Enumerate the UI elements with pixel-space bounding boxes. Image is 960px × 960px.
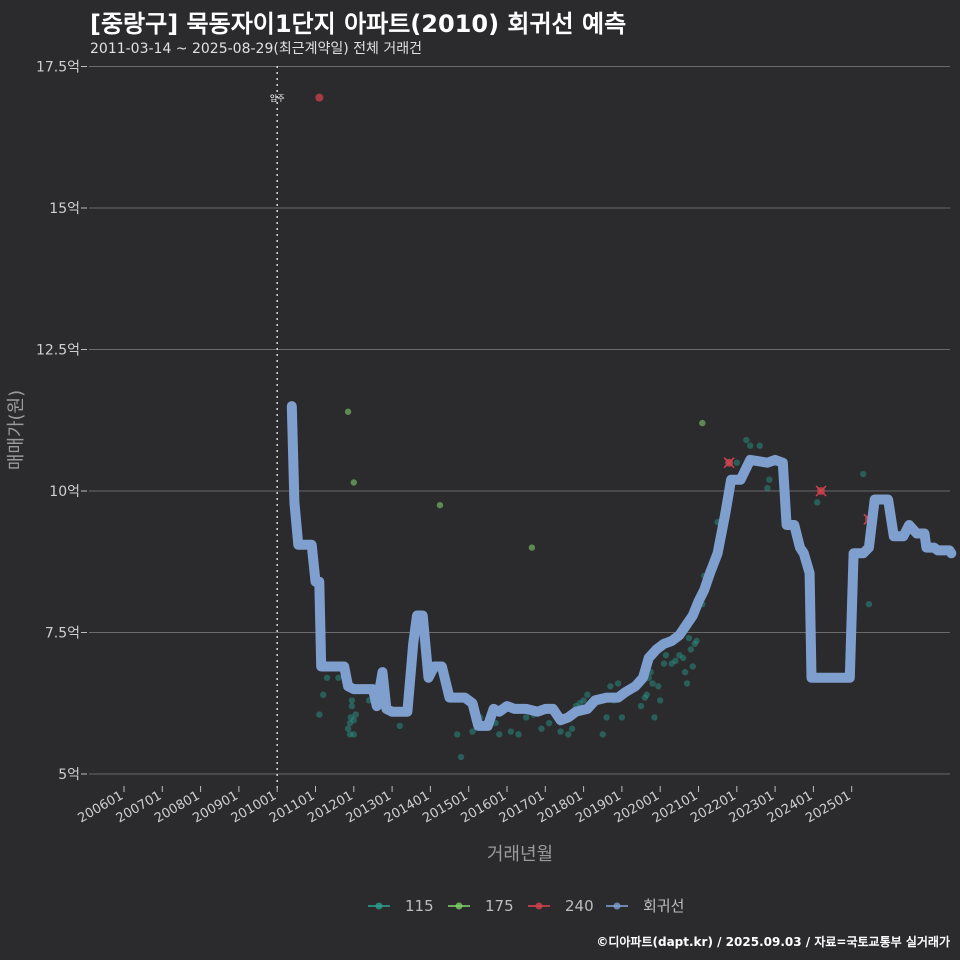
- point-115: [859, 470, 867, 478]
- point-115: [522, 714, 530, 721]
- point-115: [557, 728, 564, 735]
- y-tick-label: 5억: [58, 767, 80, 783]
- point-115: [687, 646, 695, 653]
- point-115: [323, 674, 331, 681]
- point-115: [603, 714, 610, 721]
- axis-layer: 5억7.5억10억12.5억15억17.5억200601200701200801…: [36, 60, 854, 827]
- point-115: [747, 442, 754, 449]
- point-layer: [315, 93, 875, 761]
- point-115: [672, 657, 679, 664]
- legend-label: 240: [565, 897, 594, 915]
- point-115: [814, 499, 821, 506]
- point-115: [580, 697, 587, 704]
- footer-credit: ©디아파트(dapt.kr) / 2025.09.03 / 자료=국토교통부 실…: [596, 935, 950, 949]
- point-115: [733, 459, 740, 466]
- point-115: [346, 731, 354, 738]
- point-115: [681, 668, 689, 676]
- y-tick-label: 17.5억: [36, 60, 80, 76]
- point-115: [496, 731, 503, 738]
- point-175: [350, 479, 357, 486]
- point-115: [641, 694, 649, 701]
- point-115: [637, 702, 645, 710]
- point-115: [651, 714, 658, 721]
- y-tick-label: 10억: [49, 484, 80, 500]
- point-115: [568, 725, 576, 732]
- point-115: [764, 484, 771, 492]
- point-115: [662, 651, 670, 659]
- point-115: [316, 711, 323, 718]
- point-115: [657, 697, 664, 704]
- chart-title: [중랑구] 묵동자이1단지 아파트(2010) 회귀선 예측: [90, 10, 627, 38]
- move-in-label: 입주: [270, 94, 285, 103]
- point-175: [436, 501, 444, 509]
- point-115: [689, 663, 696, 670]
- point-115: [865, 601, 873, 608]
- legend-label: 115: [405, 897, 434, 915]
- event-layer: 입주: [270, 66, 285, 788]
- point-115: [347, 714, 354, 721]
- point-240-cross: [723, 457, 735, 469]
- point-115: [676, 651, 683, 659]
- point-115: [348, 697, 356, 704]
- regression-line: [286, 401, 957, 731]
- point-115: [348, 702, 356, 710]
- point-115: [607, 683, 614, 690]
- point-175: [528, 544, 536, 551]
- legend-key-dot: [613, 902, 621, 910]
- chart-subtitle: 2011-03-14 ~ 2025-08-29(최근계약일) 전체 거래건: [90, 41, 422, 57]
- point-115: [649, 680, 656, 687]
- point-115: [515, 731, 522, 738]
- point-115: [545, 719, 553, 727]
- legend-key-dot: [455, 902, 463, 910]
- point-115: [691, 640, 698, 648]
- point-115: [685, 634, 693, 642]
- point-115: [565, 731, 572, 738]
- x-axis-title: 거래년월: [487, 844, 553, 865]
- point-115: [350, 731, 357, 738]
- point-115: [396, 722, 403, 730]
- point-115: [660, 660, 668, 667]
- legend-key-dot: [535, 902, 543, 910]
- point-115: [319, 691, 327, 698]
- legend: 115 175 240 회귀선: [368, 897, 684, 915]
- point-175: [699, 419, 706, 427]
- point-115: [618, 714, 626, 721]
- point-115: [335, 674, 342, 681]
- point-115: [350, 717, 357, 724]
- point-115: [643, 691, 650, 698]
- legend-key-dot: [375, 902, 383, 910]
- grid-layer: [89, 66, 950, 775]
- legend-label: 회귀선: [643, 897, 684, 915]
- y-tick-label: 12.5억: [36, 343, 80, 359]
- legend-label: 175: [485, 897, 514, 915]
- y-axis-title: 매매가(원): [6, 390, 27, 470]
- point-115: [346, 719, 354, 727]
- point-115: [668, 660, 675, 667]
- point-115: [457, 753, 465, 761]
- point-175: [344, 408, 352, 415]
- point-115: [454, 731, 461, 738]
- point-115: [614, 680, 622, 687]
- y-tick-label: 15억: [49, 201, 80, 217]
- y-tick-label: 7.5억: [45, 626, 80, 642]
- point-115: [655, 683, 662, 690]
- point-115: [469, 728, 476, 735]
- point-115: [683, 680, 691, 687]
- point-115: [679, 654, 687, 662]
- point-115: [507, 728, 515, 735]
- point-115: [538, 725, 545, 732]
- point-115: [584, 691, 591, 698]
- point-115: [756, 442, 763, 449]
- point-115: [344, 725, 352, 732]
- point-240: [315, 93, 324, 102]
- line-layer: [286, 401, 957, 731]
- point-115: [693, 637, 700, 645]
- point-115: [599, 731, 606, 738]
- point-115: [576, 700, 583, 707]
- point-115: [743, 436, 750, 444]
- point-115: [352, 711, 359, 718]
- point-240-cross: [815, 485, 827, 497]
- point-115: [766, 476, 773, 483]
